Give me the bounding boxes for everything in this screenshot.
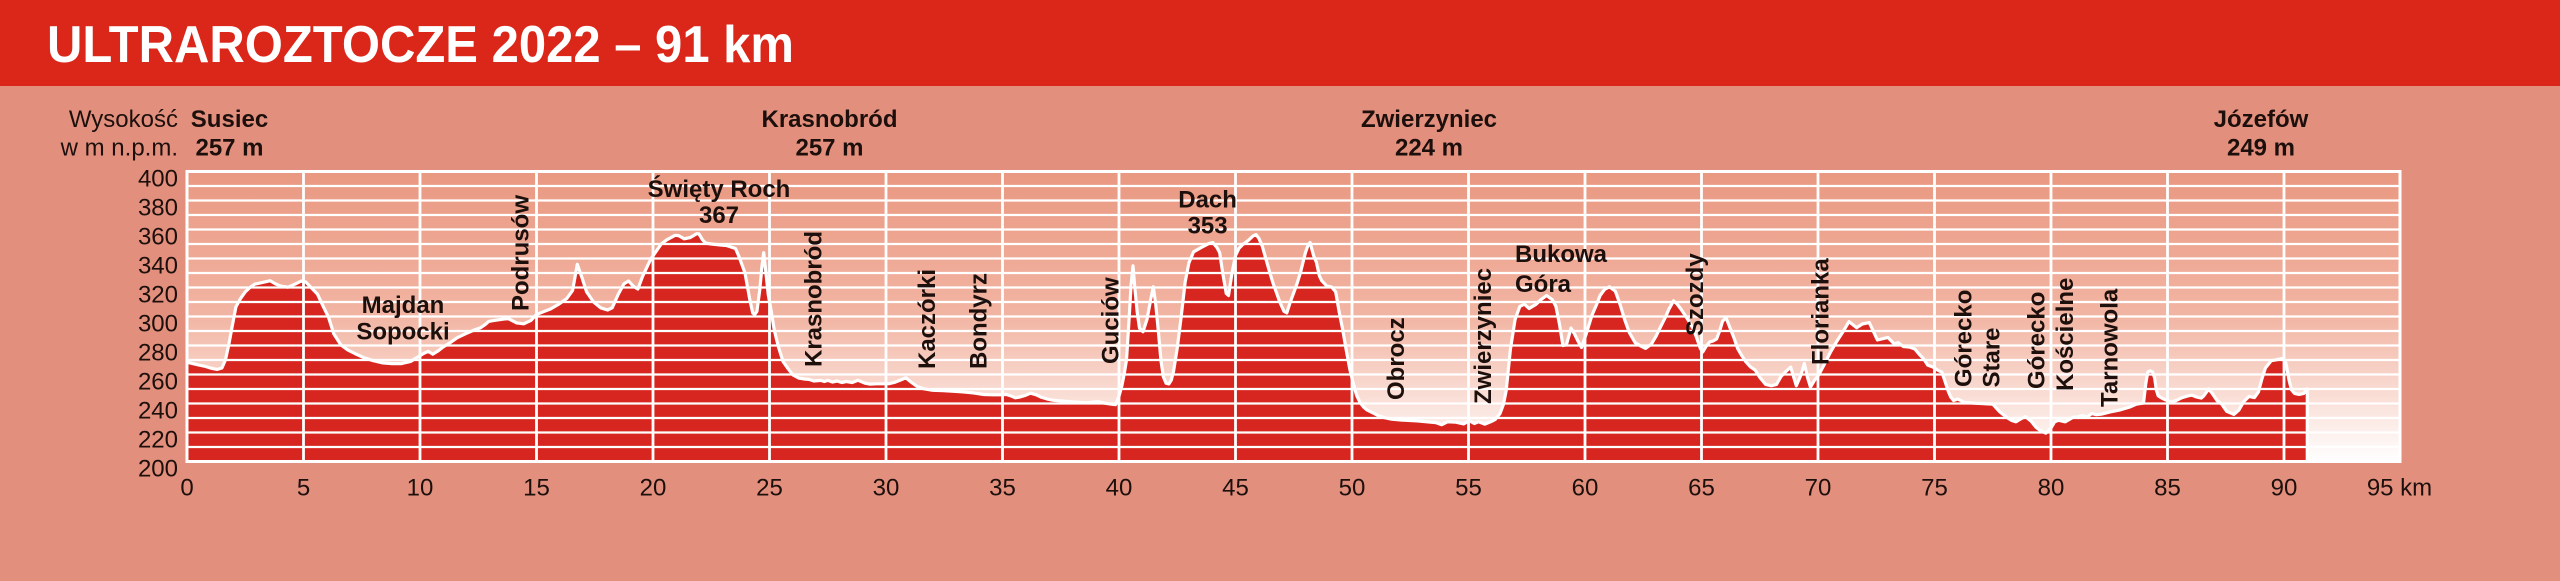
svg-text:60: 60 bbox=[1572, 475, 1599, 502]
svg-text:10: 10 bbox=[407, 475, 434, 502]
svg-text:257 m: 257 m bbox=[195, 135, 263, 162]
svg-text:Dach: Dach bbox=[1178, 187, 1237, 214]
svg-text:95 km: 95 km bbox=[2367, 475, 2432, 502]
svg-text:Góra: Góra bbox=[1515, 271, 1572, 298]
svg-text:Susiec: Susiec bbox=[191, 106, 268, 133]
svg-text:50: 50 bbox=[1339, 475, 1366, 502]
svg-text:320: 320 bbox=[138, 281, 178, 308]
svg-text:Stare: Stare bbox=[1978, 327, 2005, 387]
svg-text:Obrocz: Obrocz bbox=[1383, 317, 1410, 400]
svg-text:90: 90 bbox=[2271, 475, 2298, 502]
svg-text:20: 20 bbox=[640, 475, 667, 502]
svg-text:Krasnobród: Krasnobród bbox=[761, 106, 897, 133]
svg-text:Tarnowola: Tarnowola bbox=[2097, 288, 2124, 407]
svg-text:70: 70 bbox=[1805, 475, 1832, 502]
svg-text:220: 220 bbox=[138, 426, 178, 453]
svg-text:Podrusów: Podrusów bbox=[507, 195, 534, 311]
svg-text:Święty Roch: Święty Roch bbox=[648, 175, 791, 203]
svg-text:5: 5 bbox=[297, 475, 310, 502]
svg-text:w m n.p.m.: w m n.p.m. bbox=[60, 135, 178, 162]
svg-text:85: 85 bbox=[2154, 475, 2181, 502]
svg-text:380: 380 bbox=[138, 194, 178, 221]
svg-text:Górecko: Górecko bbox=[1951, 290, 1978, 387]
svg-text:80: 80 bbox=[2038, 475, 2065, 502]
svg-text:Florianka: Florianka bbox=[1807, 258, 1834, 365]
svg-text:ULTRAROZTOCZE 2022 – 91 km: ULTRAROZTOCZE 2022 – 91 km bbox=[47, 16, 794, 74]
svg-text:Kościelne: Kościelne bbox=[2052, 278, 2079, 391]
svg-text:367: 367 bbox=[699, 202, 739, 229]
svg-text:0: 0 bbox=[180, 475, 193, 502]
svg-text:Zwierzyniec: Zwierzyniec bbox=[1361, 106, 1497, 133]
svg-text:Bukowa: Bukowa bbox=[1515, 241, 1608, 268]
svg-text:Sopocki: Sopocki bbox=[356, 319, 449, 346]
svg-text:40: 40 bbox=[1106, 475, 1133, 502]
svg-text:Zwierzyniec: Zwierzyniec bbox=[1470, 268, 1497, 404]
svg-text:353: 353 bbox=[1188, 212, 1228, 239]
svg-text:75: 75 bbox=[1921, 475, 1948, 502]
svg-text:360: 360 bbox=[138, 223, 178, 250]
svg-text:300: 300 bbox=[138, 310, 178, 337]
svg-text:Wysokość: Wysokość bbox=[69, 106, 178, 133]
svg-text:Bondyrz: Bondyrz bbox=[966, 273, 993, 369]
svg-text:224 m: 224 m bbox=[1395, 135, 1463, 162]
svg-text:30: 30 bbox=[873, 475, 900, 502]
svg-text:200: 200 bbox=[138, 455, 178, 482]
svg-text:Guciów: Guciów bbox=[1097, 277, 1124, 364]
svg-text:260: 260 bbox=[138, 368, 178, 395]
svg-text:280: 280 bbox=[138, 339, 178, 366]
svg-text:240: 240 bbox=[138, 397, 178, 424]
svg-text:Szozdy: Szozdy bbox=[1682, 253, 1709, 336]
svg-text:65: 65 bbox=[1688, 475, 1715, 502]
svg-text:15: 15 bbox=[523, 475, 550, 502]
svg-text:Kaczórki: Kaczórki bbox=[914, 269, 941, 369]
svg-text:Józefów: Józefów bbox=[2214, 106, 2309, 133]
svg-text:35: 35 bbox=[989, 475, 1016, 502]
svg-text:Majdan: Majdan bbox=[362, 292, 445, 319]
svg-text:257 m: 257 m bbox=[795, 135, 863, 162]
svg-text:25: 25 bbox=[756, 475, 783, 502]
svg-text:Górecko: Górecko bbox=[2024, 292, 2051, 389]
svg-text:Krasnobród: Krasnobród bbox=[800, 231, 827, 367]
svg-text:400: 400 bbox=[138, 165, 178, 192]
svg-text:55: 55 bbox=[1455, 475, 1482, 502]
svg-text:249 m: 249 m bbox=[2227, 135, 2295, 162]
svg-text:340: 340 bbox=[138, 252, 178, 279]
svg-text:45: 45 bbox=[1222, 475, 1249, 502]
